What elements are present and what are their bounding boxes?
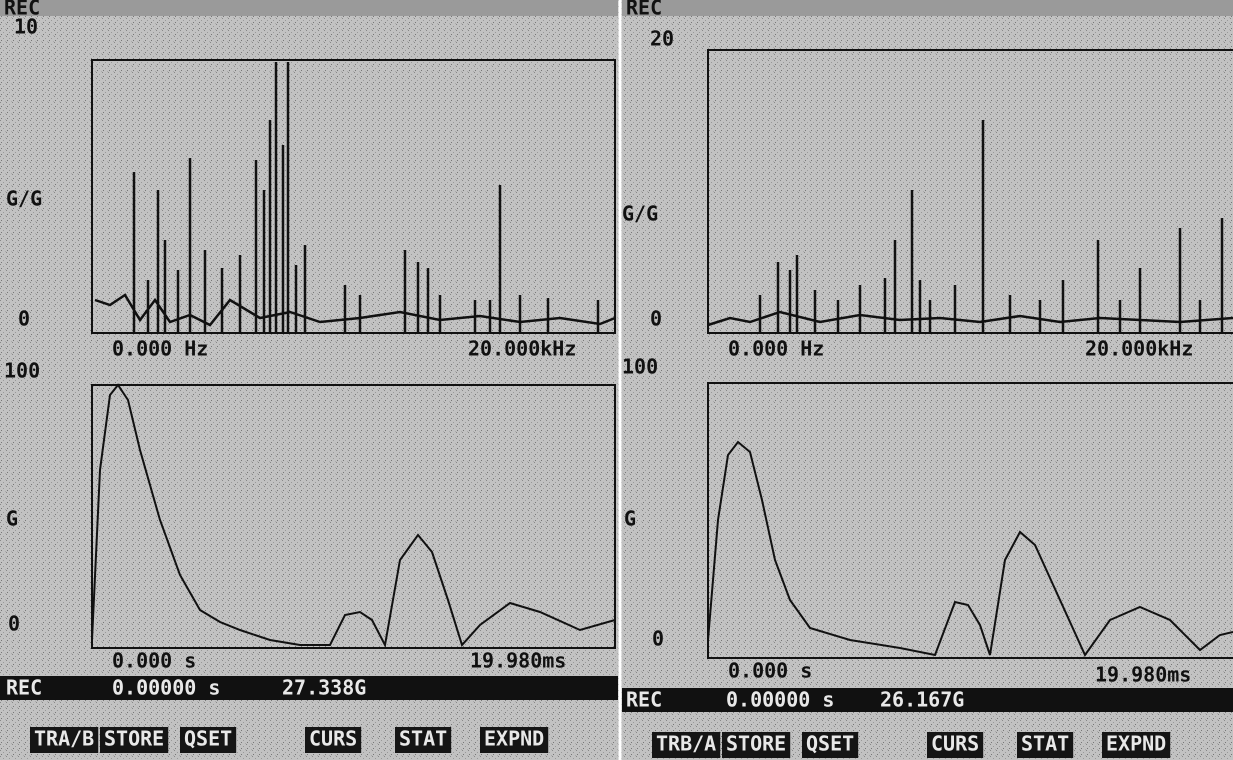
x-start: 0.000 Hz (728, 337, 824, 361)
header: REC (4, 0, 40, 20)
softkey-label[interactable]: STORE (726, 732, 786, 756)
header-bar (0, 0, 618, 16)
x-end: 20.000kHz (1085, 337, 1193, 361)
y-unit: G (624, 507, 636, 531)
softkey[interactable]: STORE (722, 732, 791, 759)
y-unit: G/G (6, 187, 42, 211)
softkey-label[interactable]: TRA/B (34, 727, 94, 751)
header: REC (626, 0, 662, 20)
y-unit: G/G (622, 202, 658, 226)
softkey-label[interactable]: CURS (309, 727, 357, 751)
softkey-box[interactable] (305, 727, 362, 753)
softkey-box[interactable] (480, 727, 549, 753)
y-unit: G (6, 507, 18, 531)
softkey-box[interactable] (395, 727, 452, 753)
spectrum-trace (707, 120, 1233, 333)
softkey[interactable]: EXPND (1102, 732, 1171, 759)
y-min: 0 (18, 307, 30, 331)
softkey-label[interactable]: STAT (1021, 732, 1069, 756)
softkey-box[interactable] (1102, 732, 1171, 758)
softkey-label[interactable]: CURS (931, 732, 979, 756)
y-max: 20 (650, 27, 674, 51)
time-trace (707, 440, 1233, 657)
x-start: 0.000 s (728, 659, 812, 683)
status-mode: REC (6, 676, 42, 700)
softkey-box[interactable] (927, 732, 984, 758)
header-bar (622, 0, 1233, 16)
softkey-box[interactable] (180, 727, 237, 753)
x-end: 20.000kHz (468, 337, 576, 361)
softkey[interactable]: STAT (395, 727, 452, 754)
x-end: 19.980ms (1095, 663, 1191, 687)
softkey[interactable]: STAT (1017, 732, 1074, 759)
softkey[interactable]: QSET (802, 732, 859, 759)
softkey[interactable]: TRB/A (652, 732, 721, 759)
y-max: 100 (622, 355, 658, 379)
softkey-box[interactable] (1017, 732, 1074, 758)
y-max: 100 (4, 359, 40, 383)
y-min: 0 (8, 612, 20, 636)
softkey-label[interactable]: QSET (184, 727, 232, 751)
y-max: 10 (14, 15, 38, 39)
right-screen: REC 20 G/G 0 0.000 Hz 20.000kHz 100 G 0 … (622, 0, 1233, 758)
plot-frame (91, 384, 616, 649)
status-value: 27.338G (282, 676, 366, 700)
status-bar (622, 688, 1233, 712)
plot-frame (707, 382, 1233, 659)
softkey[interactable]: TRA/B (30, 727, 99, 754)
status-mode: REC (626, 688, 662, 712)
softkey-label[interactable]: EXPND (1106, 732, 1166, 756)
plot-frame (91, 59, 616, 334)
left-screen: REC 10 G/G 0 0.000 Hz 20.000kHz 100 G 0 … (0, 0, 618, 753)
status-time: 0.00000 s (112, 676, 220, 700)
softkey-box[interactable] (722, 732, 791, 758)
softkey-box[interactable] (802, 732, 859, 758)
softkey-label[interactable]: QSET (806, 732, 854, 756)
softkey-label[interactable]: EXPND (484, 727, 544, 751)
softkey-box[interactable] (30, 727, 99, 753)
softkey-label[interactable]: STORE (104, 727, 164, 751)
time-trace (91, 383, 616, 649)
status-bar (0, 676, 618, 700)
softkey[interactable]: CURS (305, 727, 362, 754)
y-min: 0 (652, 627, 664, 651)
x-start: 0.000 Hz (112, 337, 208, 361)
softkeys: TRA/B STORE QSET CURS STAT EXPND (30, 727, 549, 754)
softkeys: TRB/A STORE QSET CURS STAT EXPND (652, 732, 1171, 759)
softkey-label[interactable]: TRB/A (656, 732, 716, 756)
softkey[interactable]: EXPND (480, 727, 549, 754)
softkey[interactable]: QSET (180, 727, 237, 754)
softkey[interactable]: CURS (927, 732, 984, 759)
plot-frame (707, 49, 1233, 334)
status-time: 0.00000 s (726, 688, 834, 712)
softkey-box[interactable] (100, 727, 169, 753)
softkey-label[interactable]: STAT (399, 727, 447, 751)
x-end: 19.980ms (470, 649, 566, 673)
softkey-box[interactable] (652, 732, 721, 758)
status-value: 26.167G (880, 688, 964, 712)
y-min: 0 (650, 307, 662, 331)
softkey[interactable]: STORE (100, 727, 169, 754)
spectrum-trace (94, 62, 616, 333)
x-start: 0.000 s (112, 649, 196, 673)
